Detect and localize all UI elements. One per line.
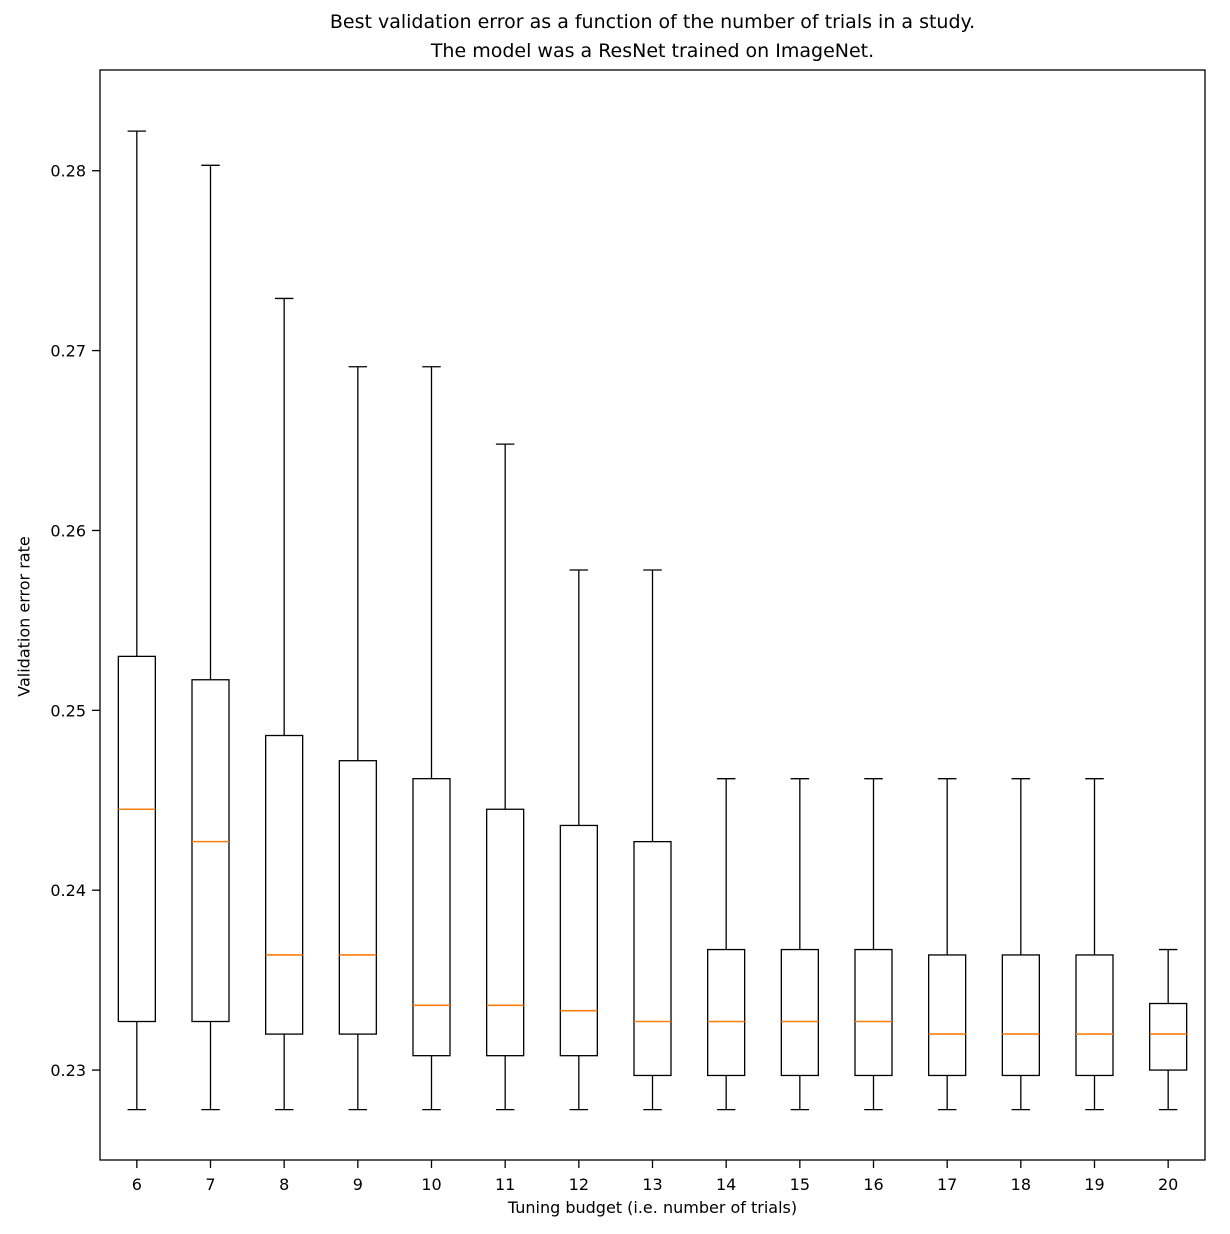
x-tick-label: 8 [279,1175,289,1194]
iqr-box [1075,954,1114,1077]
iqr-box [486,808,525,1057]
y-axis-label: Validation error rate [14,536,34,697]
x-tick-label: 19 [1084,1175,1104,1194]
iqr-box [191,679,230,1023]
x-tick-label: 12 [569,1175,589,1194]
x-tick-label: 13 [642,1175,662,1194]
x-axis-label: Tuning budget (i.e. number of trials) [507,1198,798,1217]
y-tick-label: 0.28 [50,162,86,181]
iqr-box [854,948,893,1077]
y-tick-label: 0.23 [50,1061,86,1080]
chart-title-line2: The model was a ResNet trained on ImageN… [430,40,875,62]
iqr-box [707,948,746,1077]
x-tick-label: 10 [421,1175,441,1194]
x-tick-label: 14 [716,1175,736,1194]
y-tick-label: 0.26 [50,521,86,540]
x-tick-label: 18 [1011,1175,1031,1194]
x-tick-label: 15 [790,1175,810,1194]
iqr-box [928,954,967,1077]
x-tick-label: 17 [937,1175,957,1194]
x-tick-label: 11 [495,1175,515,1194]
x-tick-label: 9 [353,1175,363,1194]
iqr-box [559,824,598,1057]
iqr-box [117,655,156,1023]
iqr-box [633,840,672,1077]
x-tick-label: 6 [132,1175,142,1194]
chart-title-line1: Best validation error as a function of t… [329,11,976,33]
iqr-box [338,760,377,1035]
y-tick-label: 0.27 [50,342,86,361]
chart-title: Best validation error as a function of t… [100,8,1205,66]
x-tick-label: 20 [1158,1175,1178,1194]
iqr-box [1149,1002,1188,1071]
y-tick-label: 0.24 [50,881,86,900]
iqr-box [1001,954,1040,1077]
y-tick-label: 0.25 [50,701,86,720]
iqr-box [780,948,819,1077]
x-tick-label: 16 [863,1175,883,1194]
x-tick-label: 7 [205,1175,215,1194]
iqr-box [412,778,451,1057]
iqr-box [265,734,304,1035]
